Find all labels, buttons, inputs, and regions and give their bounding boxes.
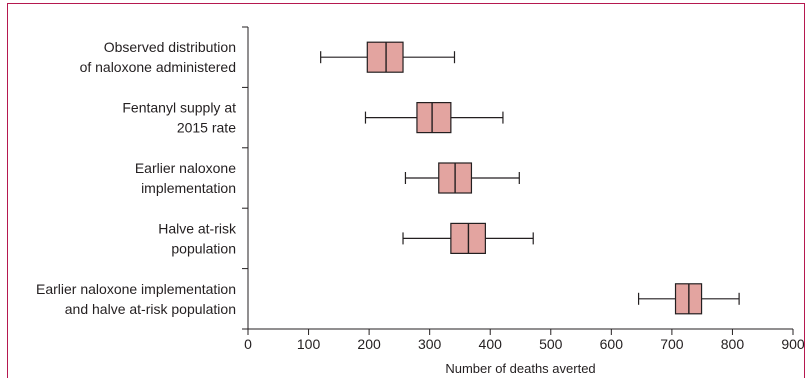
x-axis-title: Number of deaths averted [445, 361, 595, 376]
category-label: Earlier naloxone [135, 160, 236, 176]
category-label: Earlier naloxone implementation [36, 281, 236, 297]
x-tick-label: 500 [539, 336, 563, 352]
category-label: of naloxone administered [80, 59, 236, 75]
figure-frame [7, 3, 805, 378]
iqr-box [366, 41, 404, 73]
x-tick-label: 300 [418, 336, 442, 352]
x-tick-label: 600 [600, 336, 624, 352]
x-tick-label: 800 [721, 336, 745, 352]
x-tick-label: 200 [357, 336, 381, 352]
category-label: and halve at-risk population [65, 301, 236, 317]
iqr-box [416, 101, 452, 134]
category-label: Halve at-risk [158, 220, 237, 236]
x-tick-label: 700 [660, 336, 684, 352]
category-label: Observed distribution [104, 39, 236, 55]
category-label: Fentanyl supply at [122, 100, 236, 116]
x-tick-label: 100 [297, 336, 321, 352]
x-tick-label: 400 [479, 336, 503, 352]
category-label: implementation [141, 180, 236, 196]
x-tick-label: 0 [244, 336, 252, 352]
x-tick-label: 900 [781, 336, 805, 352]
category-label: population [171, 240, 236, 256]
category-label: 2015 rate [177, 120, 236, 136]
